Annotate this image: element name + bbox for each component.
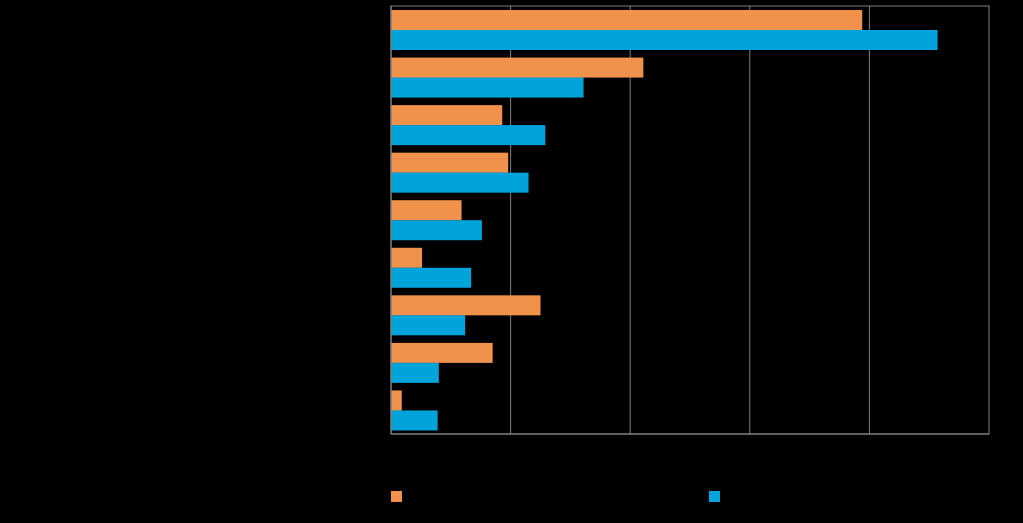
bar-series2-cat8 (391, 362, 439, 383)
bar-series1-cat1 (391, 10, 863, 30)
legend (391, 491, 720, 502)
bar-series2-cat9 (391, 410, 438, 431)
bar-series1-cat9 (391, 390, 402, 411)
bar-series2-cat4 (391, 172, 529, 193)
bar-series1-cat8 (391, 342, 493, 363)
bar-series1-cat7 (391, 295, 541, 316)
bar-series2-cat3 (391, 125, 546, 146)
bar-series1-cat4 (391, 152, 509, 173)
bar-series2-cat1 (391, 30, 938, 50)
bar-series1-cat5 (391, 200, 462, 221)
bar-series1-cat2 (391, 57, 644, 78)
bar-series2-cat5 (391, 220, 482, 241)
bars (391, 10, 938, 431)
bar-series1-cat6 (391, 247, 423, 268)
legend-marker-series1 (391, 491, 402, 502)
bar-series2-cat6 (391, 267, 472, 288)
legend-marker-series2 (709, 491, 720, 502)
plot-frame (390, 5, 990, 435)
bar-series2-cat2 (391, 77, 584, 98)
bar-series2-cat7 (391, 315, 466, 336)
bar-series1-cat3 (391, 105, 503, 126)
